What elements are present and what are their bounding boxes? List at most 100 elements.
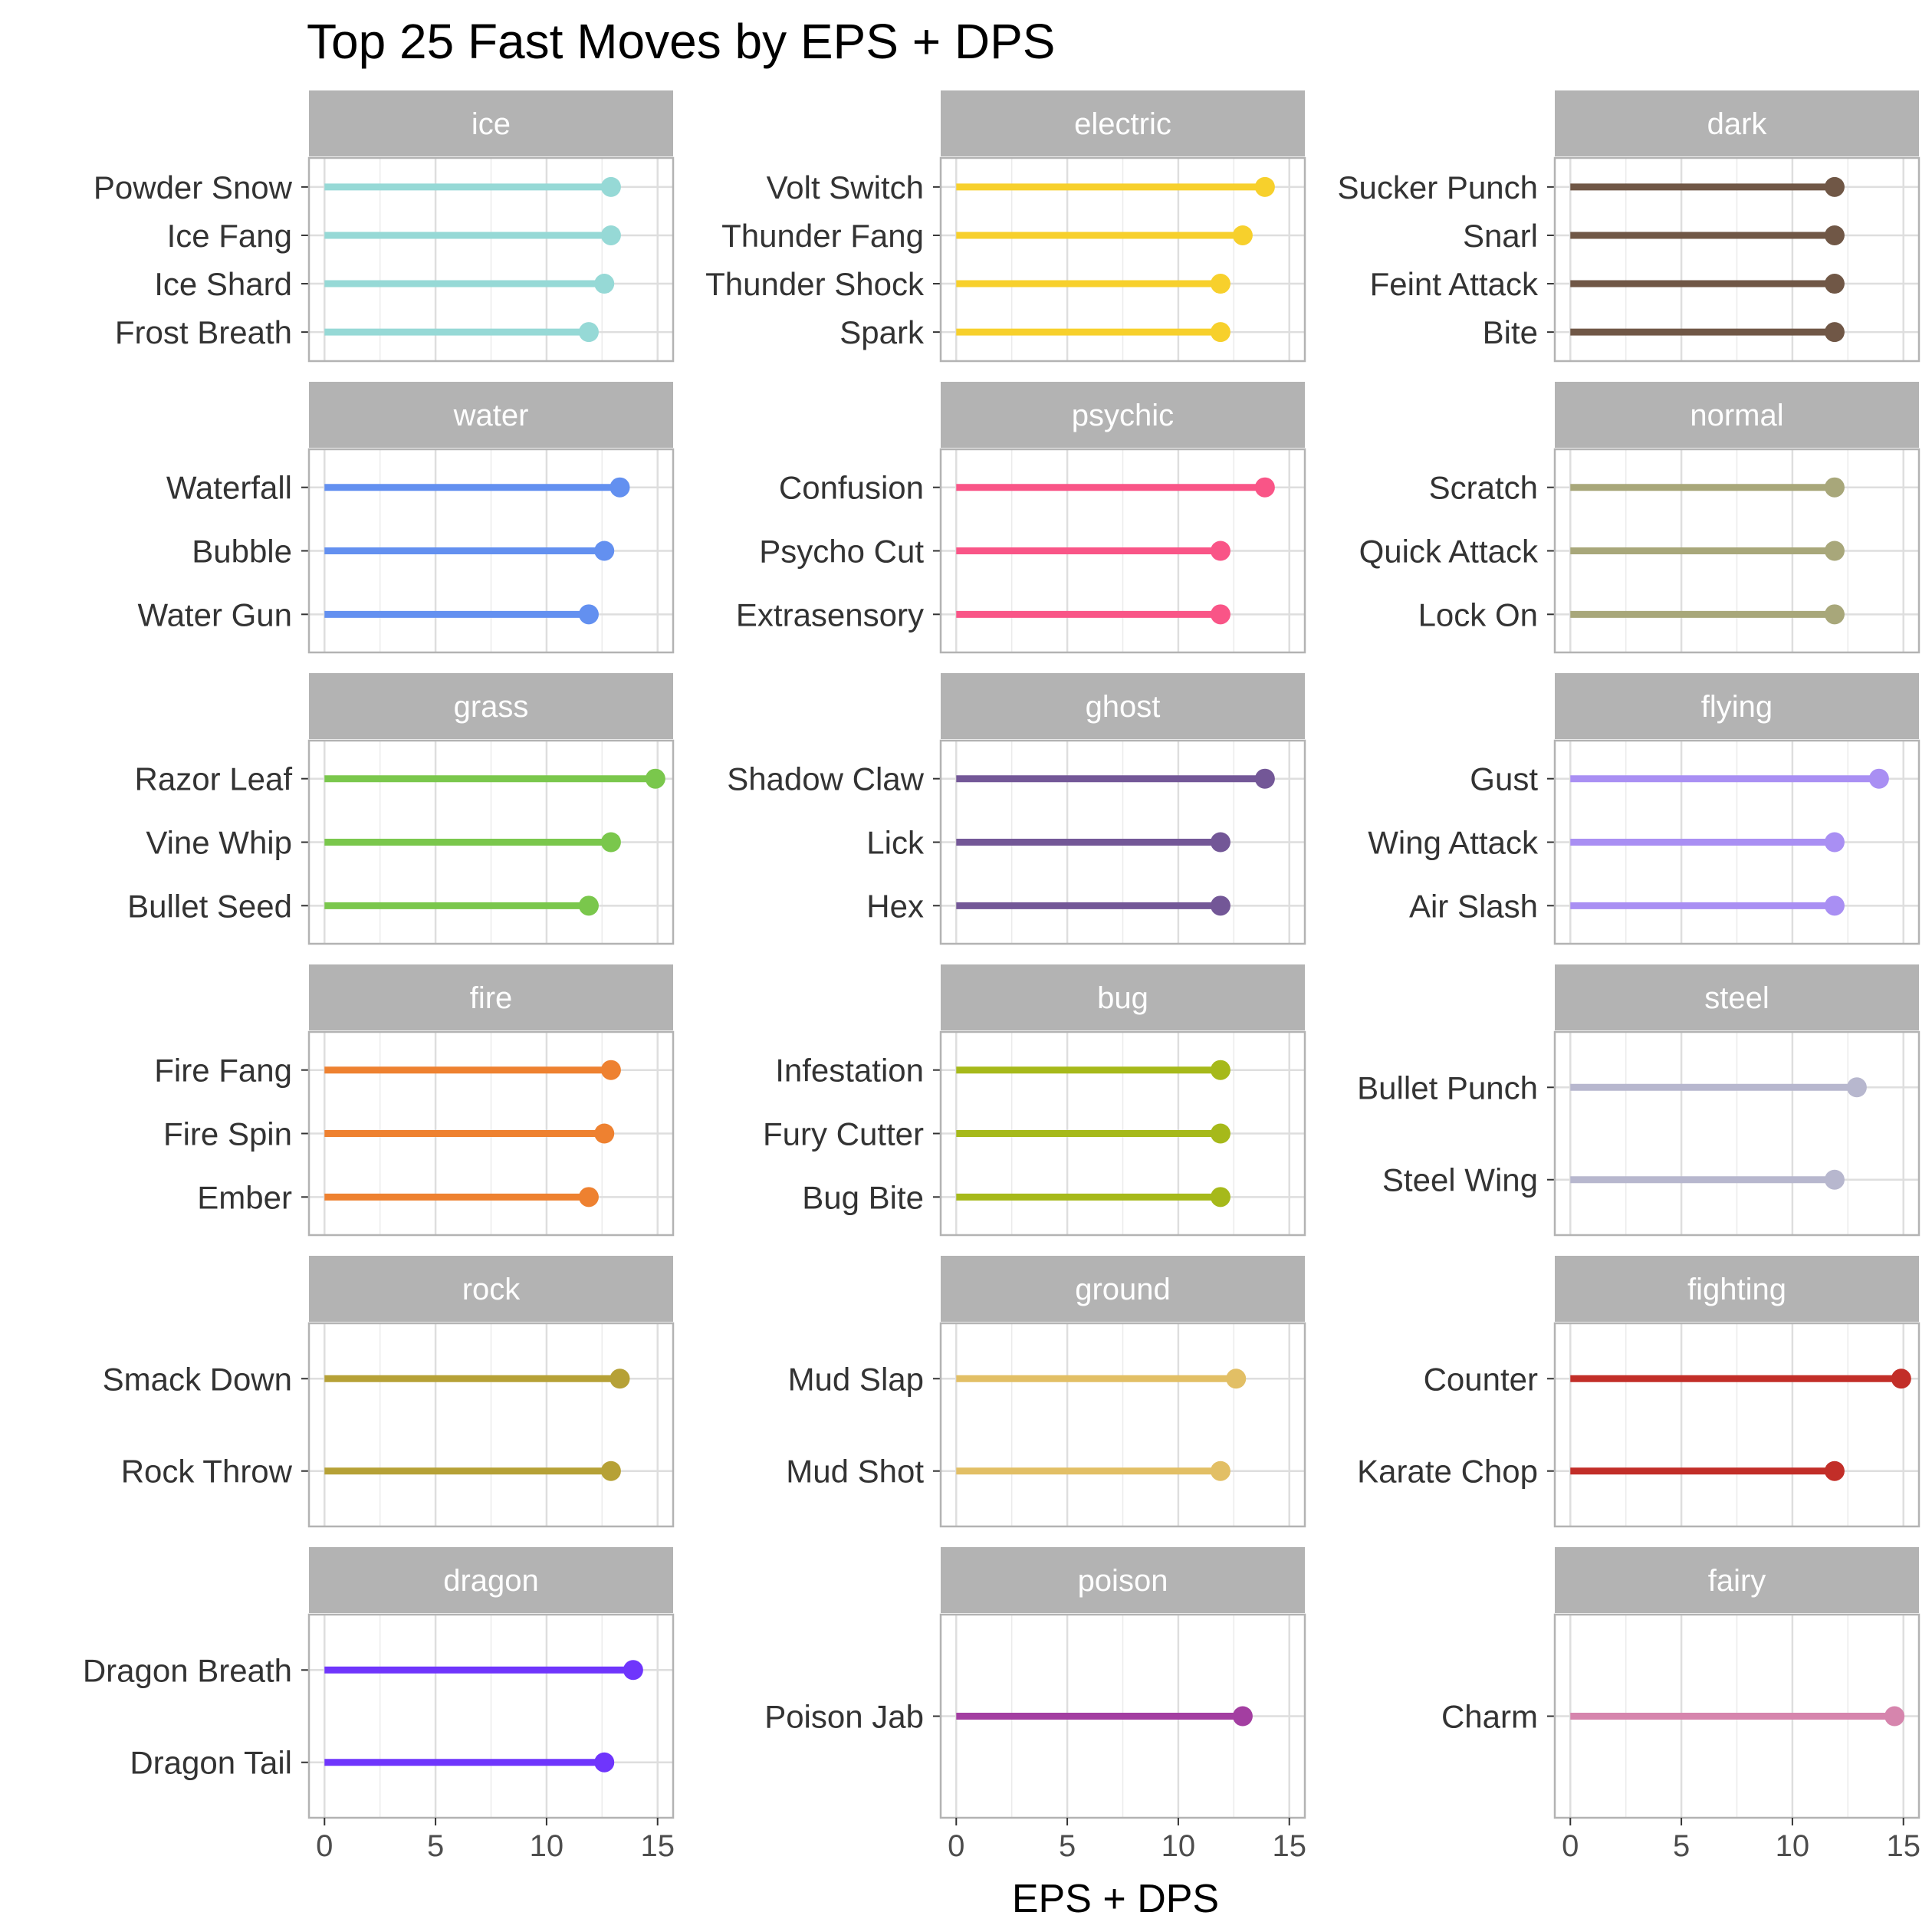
point-bullet-seed: [578, 895, 599, 916]
category-label-thunder-shock: Thunder Shock: [705, 266, 925, 302]
category-label-waterfall: Waterfall: [166, 470, 292, 506]
point-powder-snow: [600, 176, 621, 197]
category-label-fire-spin: Fire Spin: [163, 1116, 292, 1152]
point-extrasensory: [1210, 604, 1230, 625]
x-tick-label: 10: [1162, 1829, 1196, 1863]
point-dragon-breath: [623, 1660, 643, 1681]
strip-normal: [1555, 382, 1919, 448]
category-label-hex: Hex: [866, 888, 924, 924]
panel-border-electric: [939, 156, 1306, 363]
strip-label-steel: steel: [1704, 981, 1769, 1015]
panel-border-poison: [939, 1613, 1306, 1819]
point-feint-attack: [1824, 274, 1845, 294]
category-label-rock-throw: Rock Throw: [121, 1454, 293, 1490]
point-ember: [578, 1187, 599, 1208]
strip-label-rock: rock: [462, 1273, 521, 1306]
strip-rock: [309, 1256, 673, 1322]
point-rock-throw: [600, 1460, 621, 1481]
category-label-water-gun: Water Gun: [137, 596, 292, 632]
strip-fairy: [1555, 1547, 1919, 1613]
x-tick-label: 5: [1059, 1829, 1076, 1863]
point-sucker-punch: [1824, 176, 1845, 197]
strip-fire: [309, 964, 673, 1030]
category-label-smack-down: Smack Down: [103, 1361, 292, 1397]
panel-grass: grass Razor Leaf Vine Whip Bullet Seed: [127, 673, 675, 945]
category-label-mud-shot: Mud Shot: [786, 1454, 924, 1490]
point-smack-down: [610, 1368, 630, 1389]
panel-fire: fire Fire Fang Fire Spin Ember: [154, 964, 675, 1237]
strip-grass: [309, 673, 673, 739]
category-label-fury-cutter: Fury Cutter: [763, 1116, 924, 1152]
point-counter: [1891, 1368, 1911, 1389]
point-bite: [1824, 322, 1845, 343]
panel-ghost: ghost Shadow Claw Lick Hex: [727, 673, 1306, 945]
point-gust: [1868, 768, 1889, 789]
point-fire-spin: [594, 1123, 615, 1144]
panel-poison: poison Poison Jab 0 5 10 15: [764, 1547, 1306, 1863]
panel-normal: normal Scratch Quick Attack Lock On: [1359, 382, 1921, 654]
category-label-charm: Charm: [1441, 1699, 1538, 1735]
strip-label-water: water: [453, 399, 529, 432]
strip-label-dragon: dragon: [443, 1564, 539, 1598]
panel-border-dragon: [307, 1613, 675, 1819]
strip-ground: [941, 1256, 1305, 1322]
strip-steel: [1555, 964, 1919, 1030]
point-thunder-fang: [1232, 225, 1253, 245]
strip-label-ghost: ghost: [1086, 690, 1161, 724]
strip-label-psychic: psychic: [1072, 399, 1174, 432]
strip-fighting: [1555, 1256, 1919, 1322]
panel-bug: bug Infestation Fury Cutter Bug Bite: [763, 964, 1306, 1237]
category-label-bug-bite: Bug Bite: [802, 1179, 924, 1215]
category-label-steel-wing: Steel Wing: [1382, 1162, 1538, 1198]
point-hex: [1210, 895, 1230, 916]
category-label-ember: Ember: [197, 1179, 292, 1215]
point-bullet-punch: [1846, 1077, 1867, 1098]
panel-flying: flying Gust Wing Attack Air Slash: [1368, 673, 1921, 945]
x-tick-label: 0: [1562, 1829, 1579, 1863]
strip-label-ground: ground: [1075, 1273, 1171, 1306]
point-frost-breath: [578, 322, 599, 343]
category-label-karate-chop: Karate Chop: [1357, 1454, 1538, 1490]
x-tick-label: 5: [1673, 1829, 1690, 1863]
strip-ice: [309, 90, 673, 156]
x-axis-title: EPS + DPS: [1012, 1877, 1219, 1921]
strip-water: [309, 382, 673, 448]
category-label-ice-fang: Ice Fang: [167, 218, 292, 254]
panel-steel: steel Bullet Punch Steel Wing: [1357, 964, 1921, 1237]
panel-border-ghost: [939, 739, 1306, 945]
strip-label-dark: dark: [1707, 107, 1768, 141]
strip-electric: [941, 90, 1305, 156]
point-poison-jab: [1232, 1706, 1253, 1727]
category-label-poison-jab: Poison Jab: [764, 1699, 924, 1735]
strip-label-grass: grass: [454, 690, 529, 724]
point-fire-fang: [600, 1060, 621, 1080]
category-label-gust: Gust: [1470, 761, 1538, 797]
point-razor-leaf: [645, 768, 665, 789]
point-vine-whip: [600, 832, 621, 853]
category-label-dragon-tail: Dragon Tail: [130, 1745, 292, 1781]
category-label-bubble: Bubble: [192, 534, 292, 570]
point-ice-shard: [594, 274, 615, 294]
category-label-thunder-fang: Thunder Fang: [721, 218, 924, 254]
point-mud-slap: [1226, 1368, 1247, 1389]
category-label-fire-fang: Fire Fang: [154, 1053, 292, 1089]
panel-border-steel: [1553, 1030, 1921, 1237]
x-tick-label: 0: [948, 1829, 964, 1863]
category-label-bite: Bite: [1483, 314, 1538, 350]
point-infestation: [1210, 1060, 1230, 1080]
panel-dragon: dragon Dragon Breath Dragon Tail 0 5 10 15: [83, 1547, 675, 1863]
category-label-shadow-claw: Shadow Claw: [727, 761, 924, 797]
category-label-dragon-breath: Dragon Breath: [83, 1652, 292, 1688]
category-label-bullet-seed: Bullet Seed: [127, 888, 292, 924]
category-label-spark: Spark: [840, 314, 925, 350]
point-karate-chop: [1824, 1460, 1845, 1481]
x-tick-label: 15: [640, 1829, 675, 1863]
panel-border-bug: [939, 1030, 1306, 1237]
x-tick-label: 10: [1776, 1829, 1810, 1863]
point-snarl: [1824, 225, 1845, 245]
category-label-wing-attack: Wing Attack: [1368, 825, 1539, 861]
strip-label-fire: fire: [470, 981, 513, 1015]
point-fury-cutter: [1210, 1123, 1230, 1144]
category-label-quick-attack: Quick Attack: [1359, 534, 1539, 570]
